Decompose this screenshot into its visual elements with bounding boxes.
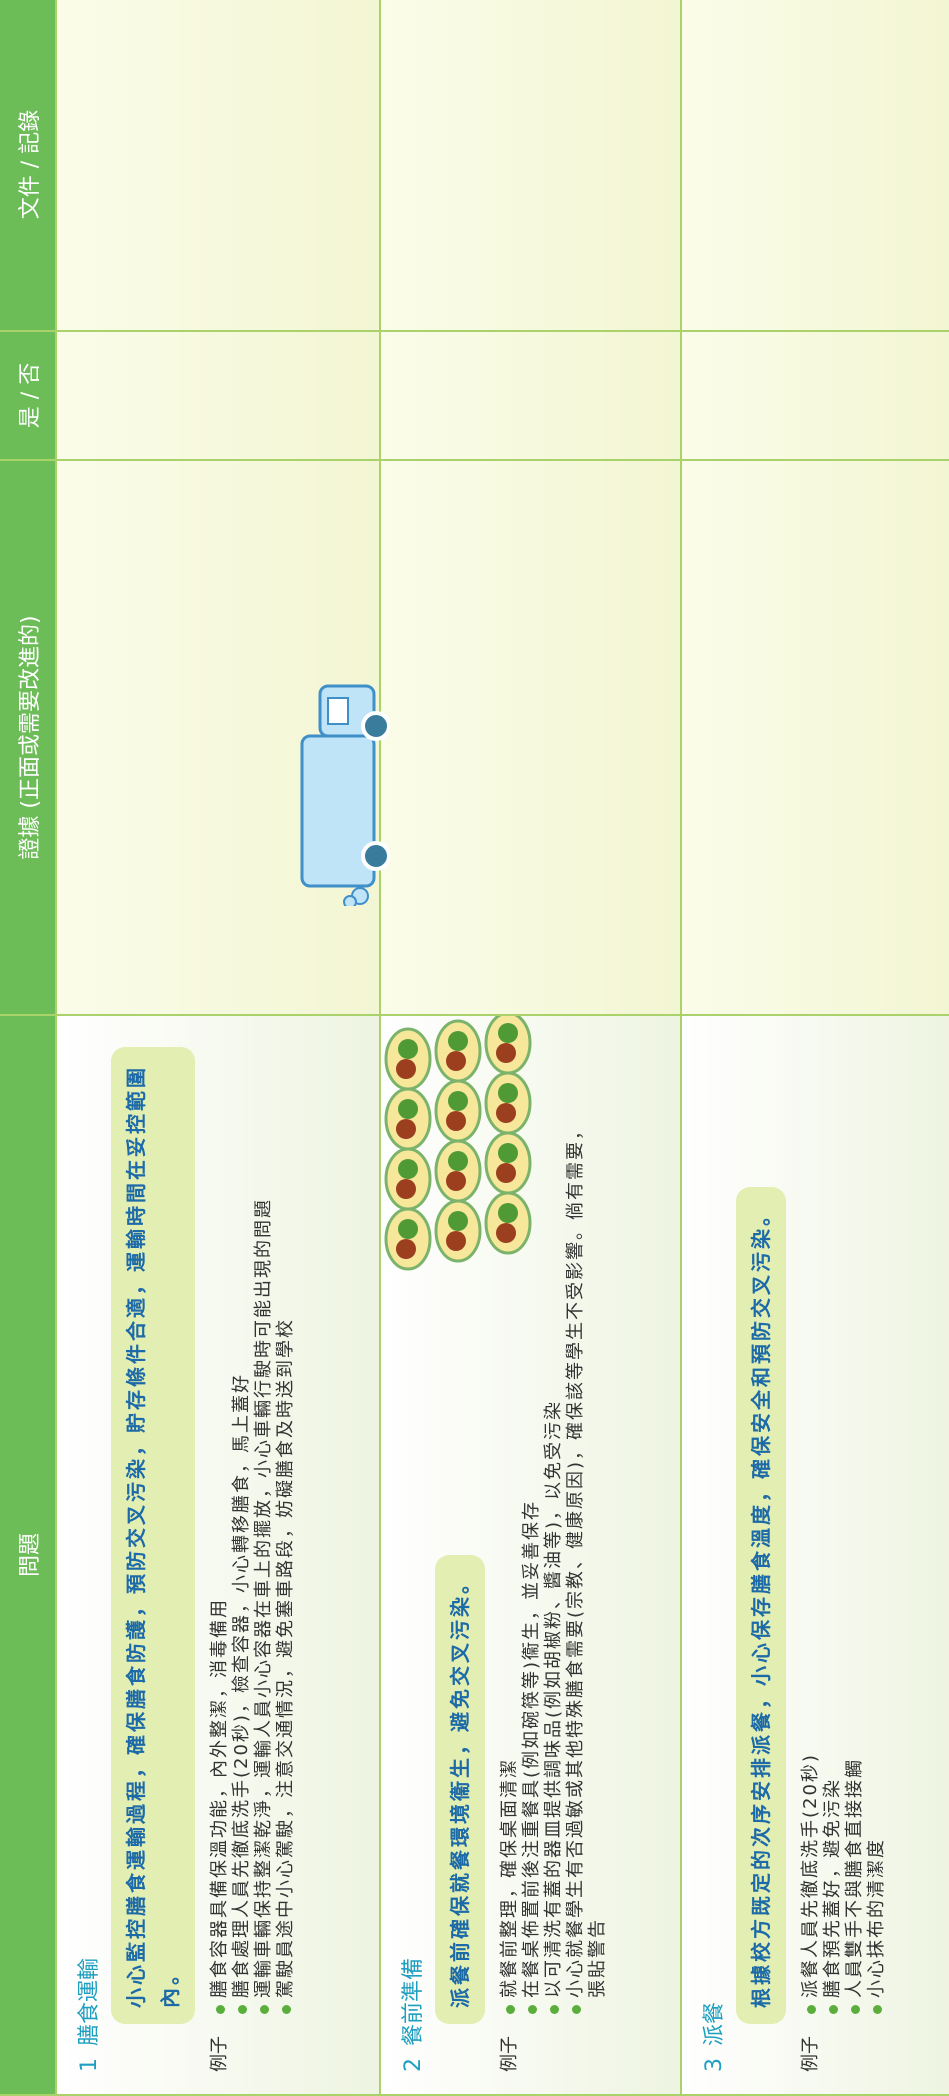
blank-cell xyxy=(681,460,949,1015)
example-item: 駕駛員途中小心駕駛，注意交通情況，避免塞車路段，妨礙膳食及時送到學校 xyxy=(275,1198,297,2016)
row-title: 餐前準備 xyxy=(401,1957,426,2046)
column-header: 是 / 否 xyxy=(0,331,56,460)
blank-cell xyxy=(380,331,681,460)
row-number: 2 xyxy=(401,2058,426,2072)
blank-cell xyxy=(681,331,949,460)
question-cell: 1 膳食運輸 小心監控膳食運輸過程，確保膳食防護，預防交叉污染，貯存條件合適，運輸時… xyxy=(56,1015,380,2095)
example-label: 例子 xyxy=(499,2036,520,2072)
question-cell: 3 派餐 根據校方既定的次序安排派餐，小心保存膳食溫度，確保安全和預防交叉污染。 例子… xyxy=(681,1015,949,2095)
example-label: 例子 xyxy=(800,2036,821,2072)
example-item: 膳食預先蓋好，避免污染 xyxy=(822,1753,844,2016)
highlight-box: 根據校方既定的次序安排派餐，小心保存膳食溫度，確保安全和預防交叉污染。 xyxy=(736,1187,786,2024)
row-title: 膳食運輸 xyxy=(77,1957,102,2046)
blank-cell xyxy=(56,331,380,460)
example-item: 小心抹布的清潔度 xyxy=(866,1753,888,2016)
example-item: 小心就餐學生有否過敏或其他特殊膳食需要(宗教、健康原因)，確保該等學生不受影響。… xyxy=(565,1118,609,2016)
example-item: 派餐人員先徹底洗手(20秒) xyxy=(800,1753,822,2016)
row-heading: 1 膳食運輸 xyxy=(71,1036,103,2072)
example-list: 派餐人員先徹底洗手(20秒) 膳食預先蓋好，避免污染 人員雙手不與膳食直接接觸 小心抹… xyxy=(800,1753,888,2016)
row-number: 3 xyxy=(702,2058,727,2072)
example-item: 人員雙手不與膳食直接接觸 xyxy=(844,1753,866,2016)
meal-boxes-illustration xyxy=(384,1016,532,1271)
example-list: 膳食容器具備保溫功能，內外整潔，消毒備用 膳食處理人員先徹底洗手(20秒)，檢查容… xyxy=(209,1198,297,2016)
column-header: 證據 (正面或需要改進的) xyxy=(0,460,56,1015)
table-row: 1 膳食運輸 小心監控膳食運輸過程，確保膳食防護，預防交叉污染，貯存條件合適，運輸時… xyxy=(56,0,380,2095)
highlight-box: 派餐前確保就餐環境衞生，避免交叉污染。 xyxy=(435,1555,485,2024)
highlight-box: 小心監控膳食運輸過程，確保膳食防護，預防交叉污染，貯存條件合適，運輸時間在妥控範… xyxy=(111,1047,195,2024)
example-item: 運輸車輛保持整潔乾淨，運輸人員小心容器在車上的擺放，小心車輛行駛時可能出現的問題 xyxy=(253,1198,275,2016)
truck-illustration xyxy=(300,684,390,906)
column-header: 文件 / 記錄 xyxy=(0,0,56,331)
row-number: 1 xyxy=(77,2058,102,2072)
examples: 例子 派餐人員先徹底洗手(20秒) 膳食預先蓋好，避免污染 人員雙手不與膳食直接接觸小… xyxy=(800,1036,888,2072)
blank-cell xyxy=(380,0,681,331)
example-item: 膳食處理人員先徹底洗手(20秒)，檢查容器，小心轉移膳食，馬上蓋好 xyxy=(231,1198,253,2016)
table-row: 3 派餐 根據校方既定的次序安排派餐，小心保存膳食溫度，確保安全和預防交叉污染。 例子… xyxy=(681,0,949,2095)
row-title: 派餐 xyxy=(702,2001,727,2046)
blank-cell xyxy=(681,0,949,331)
row-heading: 3 派餐 xyxy=(696,1036,728,2072)
blank-cell xyxy=(56,0,380,331)
example-item: 膳食容器具備保溫功能，內外整潔，消毒備用 xyxy=(209,1198,231,2016)
example-label: 例子 xyxy=(209,2036,230,2072)
column-header: 問題 xyxy=(0,1015,56,2095)
blank-cell xyxy=(380,460,681,1015)
example-item: 以可清洗有蓋的器皿提供調味品(例如胡椒粉、醬油等)，以免受污染 xyxy=(543,1118,565,2016)
examples: 例子 膳食容器具備保溫功能，內外整潔，消毒備用 膳食處理人員先徹底洗手(20秒)，檢… xyxy=(209,1036,297,2072)
header-row: 問題 證據 (正面或需要改進的) 是 / 否文件 / 記錄 xyxy=(0,0,56,2095)
